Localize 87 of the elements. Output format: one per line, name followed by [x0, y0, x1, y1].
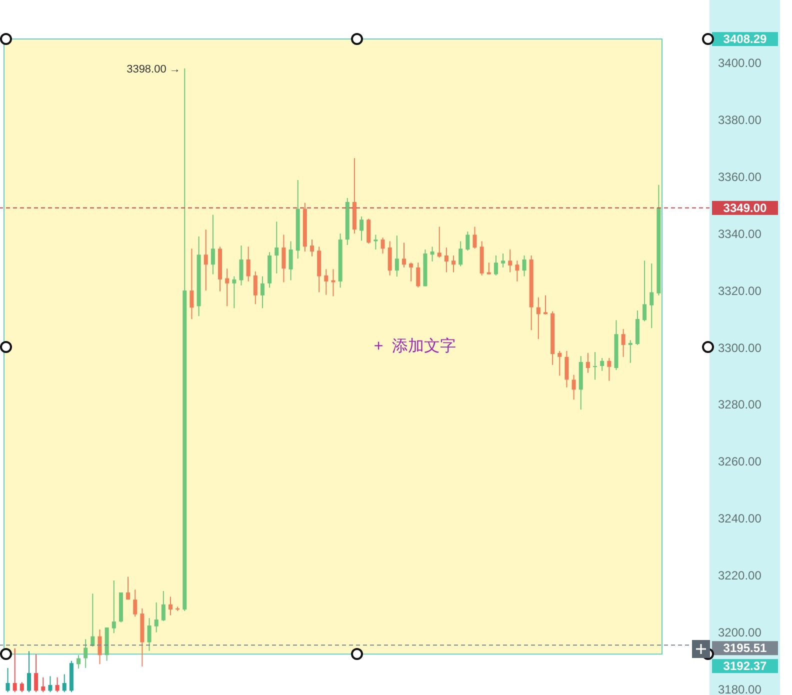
candlestick	[444, 247, 448, 273]
y-tick-label: 3180.00	[718, 682, 762, 695]
candlestick	[168, 596, 172, 616]
candlestick	[253, 270, 258, 305]
candlestick	[6, 667, 10, 693]
candlestick	[621, 328, 626, 358]
annotation: 3398.00 →	[126, 63, 180, 76]
y-tick-label: 3380.00	[718, 112, 762, 127]
candlestick	[628, 340, 632, 364]
candlestick	[472, 226, 477, 250]
candlestick	[501, 253, 506, 268]
candlestick	[239, 245, 244, 286]
candlestick	[274, 221, 279, 274]
ref-line-label: 3349.00	[723, 200, 768, 215]
candlestick	[409, 262, 414, 282]
candlestick	[380, 237, 385, 254]
y-tick-label: 3200.00	[718, 626, 762, 640]
candlestick	[133, 589, 138, 618]
candlestick	[572, 374, 576, 400]
candlestick	[76, 654, 81, 670]
ref-line-label: 3195.51	[723, 641, 768, 656]
candlestick	[452, 255, 456, 273]
y-tick-label: 3280.00	[718, 398, 762, 412]
candlestick	[593, 352, 598, 380]
candlestick	[600, 358, 604, 372]
candlestick	[12, 648, 17, 693]
candlestick	[324, 268, 328, 296]
candlestick	[388, 240, 392, 276]
candlestick	[486, 262, 491, 275]
y-tick-label: 3340.00	[718, 226, 762, 241]
candlestick	[232, 276, 236, 309]
candlestick	[210, 214, 215, 275]
candlestick	[543, 294, 548, 315]
candlestick	[360, 216, 364, 242]
candlestick	[366, 218, 371, 244]
candlestick	[98, 628, 102, 665]
candlestick	[564, 350, 569, 388]
y-tick-label: 3220.00	[718, 568, 762, 583]
text: 3408.29	[723, 32, 768, 46]
candlestick	[416, 262, 420, 288]
candlestick	[607, 358, 612, 382]
candlestick	[282, 234, 286, 283]
candlestick	[20, 682, 24, 693]
candlestick	[558, 350, 562, 376]
candlestick	[458, 240, 463, 267]
candlestick	[536, 296, 540, 340]
candlestick	[437, 226, 442, 258]
candlestick	[147, 618, 152, 652]
candlestick	[246, 246, 250, 282]
y-tick-label: 3300.00	[718, 340, 762, 355]
candlestick	[494, 255, 498, 276]
candlestick	[204, 229, 208, 292]
candlestick	[466, 231, 470, 252]
candlestick	[515, 260, 520, 282]
candlestick	[161, 590, 166, 622]
candlestick	[34, 654, 38, 693]
y-tick-label: 3240.00	[718, 512, 762, 526]
annotation: + 添加文字	[374, 338, 456, 354]
candlestick	[62, 674, 66, 693]
candlestick	[154, 602, 158, 633]
candlestick	[522, 255, 526, 277]
candlestick	[310, 239, 314, 257]
candlestick	[642, 260, 647, 322]
candlestick	[84, 638, 88, 668]
candlestick	[288, 240, 293, 281]
candlestick	[55, 676, 60, 693]
candlestick	[190, 248, 194, 320]
candlestick	[430, 246, 434, 262]
candlestick	[586, 352, 590, 374]
candlestick	[394, 235, 399, 278]
candlestick	[126, 576, 130, 600]
candlestick	[41, 676, 46, 693]
y-tick-label: 3400.00	[718, 56, 762, 70]
candlestick	[225, 268, 230, 307]
y-tick-label: 3260.00	[718, 454, 762, 469]
text: 3192.37	[723, 659, 768, 674]
y-tick-label: 3360.00	[718, 170, 762, 184]
candlestick	[374, 234, 378, 250]
candlestick	[48, 676, 52, 693]
candlestick	[331, 268, 336, 297]
candlestick	[26, 650, 31, 693]
candlestick	[402, 242, 406, 268]
y-tick-label: 3320.00	[718, 284, 762, 298]
candlestick	[508, 249, 512, 273]
candlestick	[112, 580, 116, 634]
candlestick	[260, 276, 264, 309]
candlestick	[650, 262, 654, 329]
